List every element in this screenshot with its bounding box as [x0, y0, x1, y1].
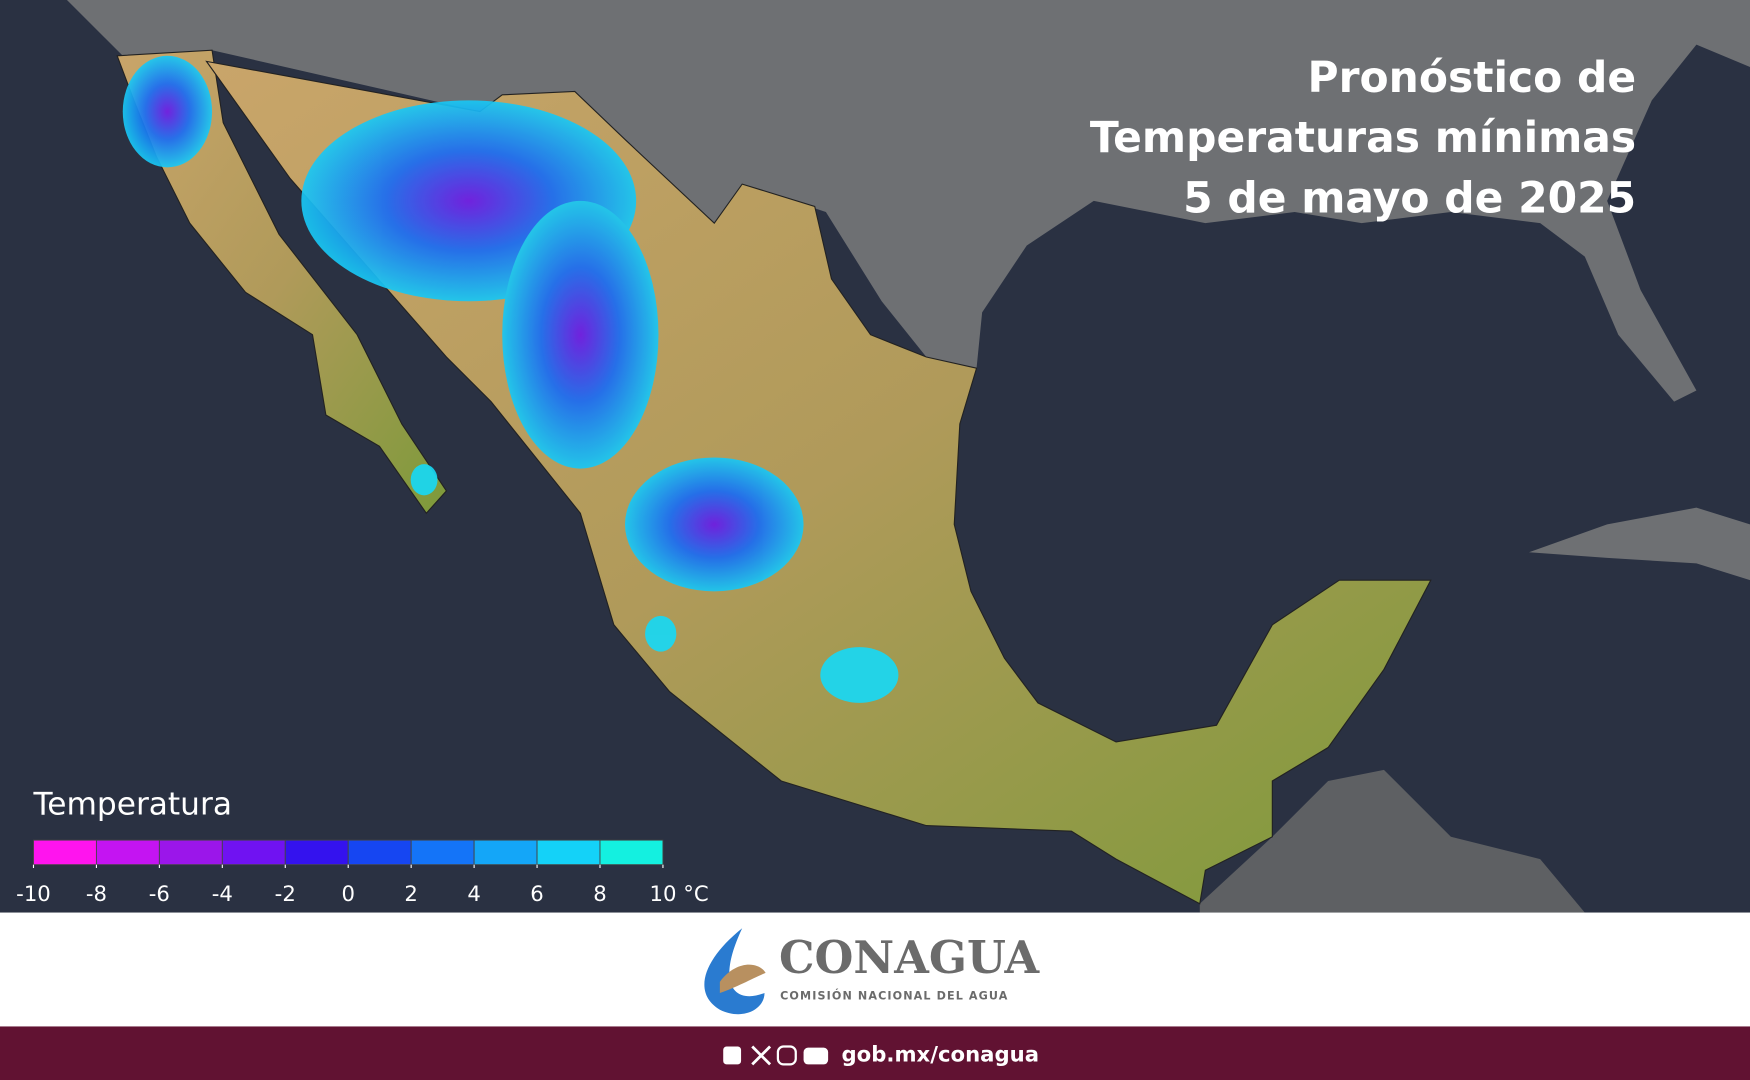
cold-areas [122, 55, 899, 703]
logo-band [0, 912, 1750, 1027]
legend-swatch [536, 839, 601, 866]
cold-area [410, 464, 438, 496]
logo-subtitle: COMISIÓN NACIONAL DEL AGUA [780, 989, 1008, 1002]
logo-drop [704, 928, 765, 1015]
legend-swatch [221, 839, 286, 866]
legend-swatch [284, 839, 349, 866]
legend-swatch [473, 839, 538, 866]
title-line: Pronóstico de [1308, 53, 1637, 102]
cold-area [122, 55, 213, 168]
cold-area [820, 647, 899, 703]
legend-tick-label: 4 [467, 881, 480, 906]
cold-area [645, 615, 677, 652]
legend-swatch [347, 839, 412, 866]
title-line: 5 de mayo de 2025 [1183, 173, 1636, 222]
legend-swatch [410, 839, 475, 866]
us-land [66, 0, 1750, 402]
facebook-icon[interactable] [723, 1046, 742, 1065]
logo: CONAGUA COMISIÓN NACIONAL DEL AGUA [704, 928, 1041, 1015]
legend-tick-label: -2 [275, 881, 296, 906]
logo-name: CONAGUA [779, 931, 1040, 984]
cold-area [625, 457, 804, 592]
logo-eagle [719, 964, 766, 993]
central-america [1199, 769, 1585, 913]
legend-tick-label: 0 [341, 881, 354, 906]
legend-tick-label: 8 [593, 881, 606, 906]
legend-tick-label: 2 [404, 881, 417, 906]
legend-swatch [95, 839, 160, 866]
legend-tick-label: -6 [149, 881, 170, 906]
legend-tick-label: -8 [86, 881, 107, 906]
legend-tick-label: -4 [212, 881, 233, 906]
footer-bar [0, 1026, 1750, 1080]
legend-tick-label: 10 °C [650, 881, 709, 906]
title: Pronóstico de Temperaturas mínimas 5 de … [1090, 53, 1636, 222]
legend: Temperatura -10 -8 -6 -4 -2 0 2 4 6 8 10 °C [16, 787, 708, 906]
legend-tick-label: -10 [16, 881, 51, 906]
cuba [1529, 507, 1750, 581]
x-icon[interactable] [751, 1045, 772, 1066]
social-icons [723, 1045, 829, 1066]
cold-area [502, 200, 659, 469]
baja-california [116, 49, 448, 515]
title-line: Temperaturas mínimas [1090, 113, 1636, 162]
instagram-icon[interactable] [776, 1045, 797, 1066]
legend-title: Temperatura [32, 787, 232, 823]
footer-url[interactable]: gob.mx/conagua [842, 1041, 1040, 1066]
youtube-icon[interactable] [803, 1047, 829, 1065]
legend-swatch [158, 839, 223, 866]
legend-tick-label: 6 [530, 881, 543, 906]
legend-swatch [599, 839, 664, 866]
legend-swatch [33, 839, 97, 866]
